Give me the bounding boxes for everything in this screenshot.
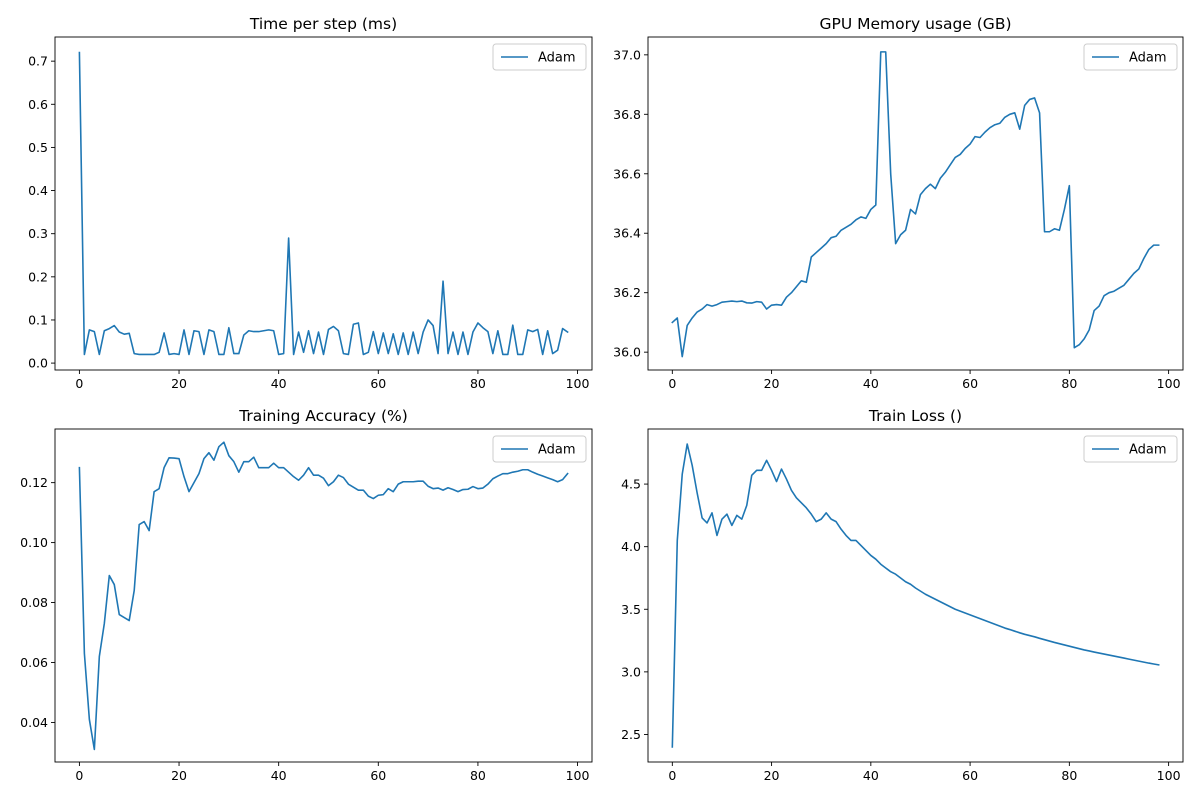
legend: Adam — [1083, 435, 1178, 463]
x-tick-label: 0 — [75, 376, 83, 391]
x-tick-label: 80 — [470, 376, 486, 391]
y-tick-label: 36.0 — [613, 345, 641, 360]
subplot-title: Time per step (ms) — [249, 15, 397, 33]
legend: Adam — [492, 43, 587, 71]
x-tick-label: 60 — [962, 768, 978, 783]
y-tick-label: 0.1 — [28, 312, 48, 327]
legend-box — [492, 43, 587, 71]
x-tick-label: 20 — [764, 768, 780, 783]
series-line-0 — [671, 443, 1160, 748]
legend-box — [492, 435, 587, 463]
y-tick-label: 3.5 — [621, 602, 641, 617]
y-tick-label: 0.2 — [28, 269, 48, 284]
subplot-title: GPU Memory usage (GB) — [819, 15, 1011, 33]
axes-frame — [647, 428, 1184, 763]
legend-label: Adam — [538, 51, 576, 66]
y-tick-label: 0.6 — [28, 97, 48, 112]
x-tick-label: 40 — [271, 768, 287, 783]
y-tick-label: 0.5 — [28, 140, 48, 155]
x-tick-label: 40 — [863, 376, 879, 391]
x-tick-label: 60 — [962, 376, 978, 391]
axes-frame — [54, 36, 593, 371]
x-tick-label: 80 — [1061, 768, 1077, 783]
subplot-train-loss: Train Loss () 0 20 40 60 80 100 2.5 3.0 3.5 4.0 4.… — [621, 407, 1184, 783]
x-tick-label: 20 — [171, 376, 187, 391]
y-tick-label: 37.0 — [613, 47, 641, 62]
legend: Adam — [492, 435, 587, 463]
y-tick-label: 4.5 — [621, 477, 641, 492]
y-tick-label: 0.3 — [28, 226, 48, 241]
legend-box — [1083, 43, 1178, 71]
y-tick-label: 4.0 — [621, 539, 641, 554]
y-tick-label: 36.2 — [613, 285, 641, 300]
legend-label: Adam — [1129, 443, 1167, 458]
x-tick-label: 20 — [764, 376, 780, 391]
y-tick-label: 0.08 — [20, 595, 48, 610]
x-tick-label: 100 — [566, 376, 590, 391]
y-tick-label: 2.5 — [621, 727, 641, 742]
subplot-title: Train Loss () — [868, 407, 962, 425]
y-tick-label: 0.10 — [20, 535, 48, 550]
x-tick-label: 40 — [271, 376, 287, 391]
x-tick-label: 60 — [370, 768, 386, 783]
y-tick-label: 36.8 — [613, 107, 641, 122]
axes-frame — [647, 36, 1184, 371]
subplot-training-accuracy: Training Accuracy (%) 0 20 40 60 80 100 0.04 0.… — [20, 407, 593, 783]
legend-label: Adam — [1129, 51, 1167, 66]
series-line-0 — [671, 51, 1160, 358]
x-tick-label: 40 — [863, 768, 879, 783]
x-tick-label: 0 — [668, 768, 676, 783]
legend: Adam — [1083, 43, 1178, 71]
x-tick-label: 80 — [470, 768, 486, 783]
x-tick-label: 60 — [370, 376, 386, 391]
y-tick-label: 36.6 — [613, 166, 641, 181]
series-line-0 — [78, 51, 569, 356]
y-tick-label: 0.7 — [28, 54, 48, 69]
y-tick-label: 0.0 — [28, 356, 48, 371]
legend-label: Adam — [538, 443, 576, 458]
x-tick-label: 100 — [566, 768, 590, 783]
y-tick-label: 0.4 — [28, 183, 48, 198]
axes-frame — [54, 428, 593, 763]
x-tick-label: 100 — [1157, 376, 1181, 391]
y-tick-label: 0.06 — [20, 655, 48, 670]
subplot-time-per-step: Time per step (ms) 0 20 40 60 80 100 0.0 0.1 0.2… — [28, 15, 593, 391]
y-tick-label: 3.0 — [621, 664, 641, 679]
y-tick-label: 36.4 — [613, 226, 641, 241]
legend-box — [1083, 435, 1178, 463]
series-line-0 — [78, 441, 569, 751]
x-tick-label: 20 — [171, 768, 187, 783]
x-tick-label: 0 — [668, 376, 676, 391]
subplot-gpu-memory: GPU Memory usage (GB) 0 20 40 60 80 100 36.0 36… — [613, 15, 1184, 391]
y-tick-label: 0.04 — [20, 715, 48, 730]
subplot-title: Training Accuracy (%) — [238, 407, 408, 425]
x-tick-label: 100 — [1157, 768, 1181, 783]
x-tick-label: 0 — [75, 768, 83, 783]
x-tick-label: 80 — [1061, 376, 1077, 391]
y-tick-label: 0.12 — [20, 475, 48, 490]
